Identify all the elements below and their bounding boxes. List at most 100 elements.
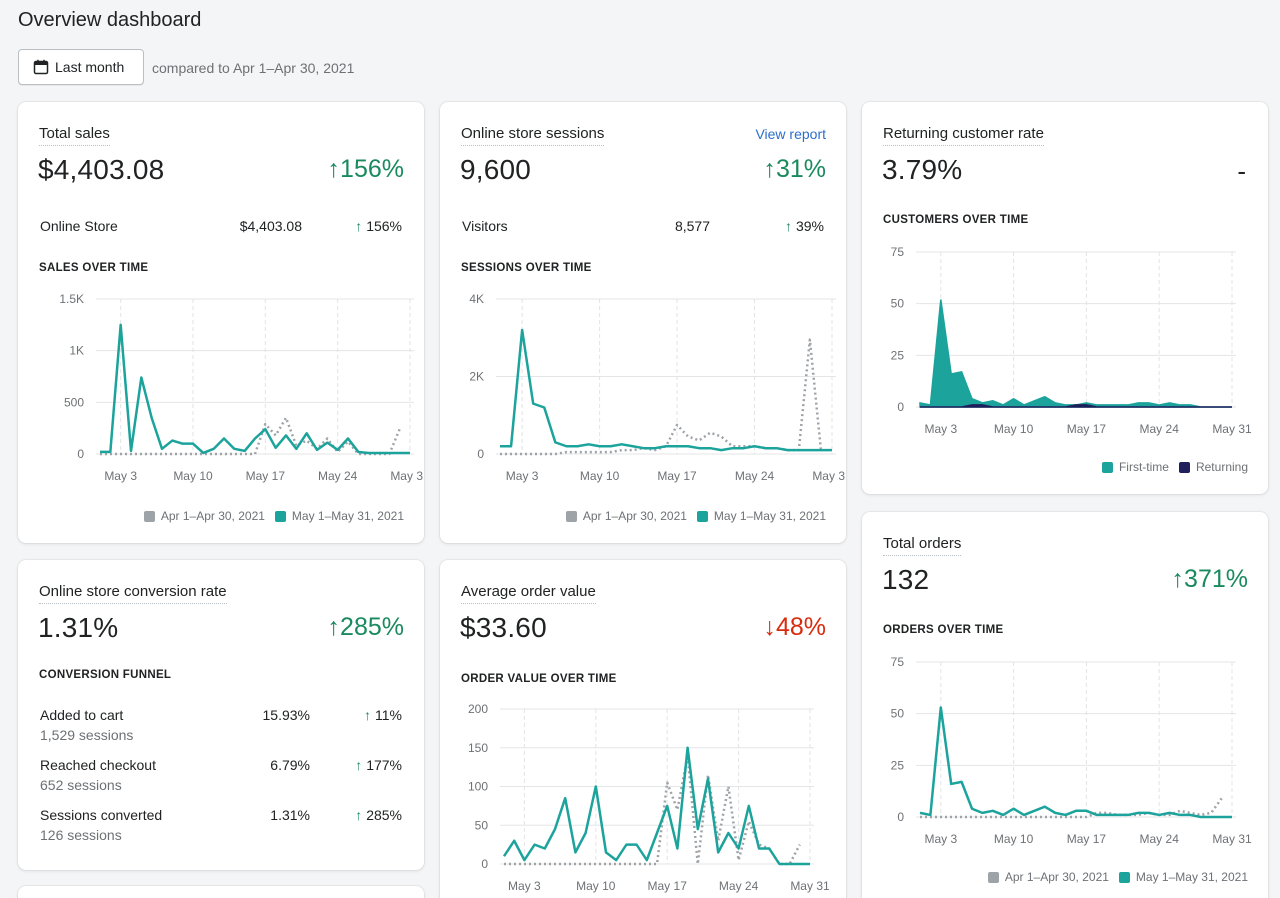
x-tick-label: May 17 bbox=[246, 469, 286, 483]
aov-title[interactable]: Average order value bbox=[461, 583, 596, 604]
line-series-previous bbox=[500, 338, 823, 456]
y-tick-label: 0 bbox=[77, 447, 84, 461]
x-tick-label: May 10 bbox=[994, 832, 1034, 846]
customers-chart: 0 25 50 75 May 3 May 10 May 17 May 24 May 31 bbox=[891, 245, 1252, 436]
date-range-label: Last month bbox=[55, 59, 125, 75]
y-tick-label: 200 bbox=[468, 702, 488, 716]
arrow-up-icon: ↑ bbox=[327, 155, 341, 183]
legend-previous: Apr 1–Apr 30, 2021 bbox=[987, 870, 1109, 884]
line-series-current bbox=[502, 746, 810, 866]
arrow-up-icon: ↑ bbox=[355, 218, 363, 234]
x-tick-label: May 10 bbox=[580, 469, 620, 483]
arrow-up-icon: ↑ bbox=[364, 707, 372, 723]
x-tick-label: May 3 bbox=[508, 879, 541, 893]
sessions-card: Online store sessions View report 9,600 … bbox=[440, 102, 846, 543]
date-range-button[interactable]: Last month bbox=[18, 49, 144, 85]
online-store-change: ↑ 156% bbox=[355, 218, 402, 234]
x-tick-label: May 3 bbox=[924, 422, 957, 436]
visitors-change: ↑ 39% bbox=[784, 218, 824, 234]
total-sales-value: $4,403.08 bbox=[38, 154, 165, 185]
legend-previous: Apr 1–Apr 30, 2021 bbox=[143, 509, 265, 523]
orders-change: ↑371% bbox=[1171, 565, 1248, 593]
conversion-value: 1.31% bbox=[38, 612, 119, 643]
line-series-current bbox=[919, 706, 1232, 819]
legend-previous: Apr 1–Apr 30, 2021 bbox=[565, 509, 687, 523]
x-tick-label: May 24 bbox=[1140, 422, 1180, 436]
sessions-converted-sessions: 126 sessions bbox=[40, 827, 122, 843]
conversion-title[interactable]: Online store conversion rate bbox=[39, 583, 227, 604]
x-tick-label: May 31 bbox=[1212, 832, 1252, 846]
y-tick-label: 500 bbox=[64, 395, 84, 409]
x-tick-label: May 24 bbox=[318, 469, 358, 483]
funnel-title: CONVERSION FUNNEL bbox=[39, 669, 172, 681]
arrow-up-icon: ↑ bbox=[784, 218, 792, 234]
y-tick-label: 1.5K bbox=[59, 292, 84, 306]
x-tick-label: May 10 bbox=[173, 469, 213, 483]
added-to-cart-sessions: 1,529 sessions bbox=[40, 727, 134, 743]
y-tick-label: 50 bbox=[891, 707, 905, 721]
compare-text: compared to Apr 1–Apr 30, 2021 bbox=[152, 60, 355, 76]
x-tick-label: May 3 bbox=[506, 469, 539, 483]
sessions-chart: 0 2K 4K May 3 May 10 May 17 May 24 May 31 bbox=[469, 292, 846, 483]
reached-checkout-label: Reached checkout bbox=[40, 757, 156, 773]
reached-checkout-sessions: 652 sessions bbox=[40, 777, 122, 793]
aov-value: $33.60 bbox=[460, 612, 547, 643]
y-tick-label: 100 bbox=[468, 780, 488, 794]
sessions-converted-value: 1.31% bbox=[270, 807, 310, 823]
total-sales-title[interactable]: Total sales bbox=[39, 125, 110, 146]
aov-card: Average order value $33.60 ↓48% ORDER VA… bbox=[440, 560, 846, 898]
returning-change: - bbox=[1237, 156, 1246, 186]
orders-chart: 0 25 50 75 May 3 May 10 May 17 May 24 May 31 bbox=[891, 655, 1252, 846]
added-to-cart-change: ↑ 11% bbox=[364, 707, 402, 723]
added-to-cart-value: 15.93% bbox=[262, 707, 310, 723]
customers-chart-title: CUSTOMERS OVER TIME bbox=[883, 214, 1029, 226]
legend-returning: Returning bbox=[1178, 460, 1248, 474]
sessions-legend: Apr 1–Apr 30, 2021 May 1–May 31, 2021 bbox=[556, 509, 826, 523]
arrow-up-icon: ↑ bbox=[1171, 565, 1185, 593]
calendar-icon bbox=[33, 59, 49, 75]
sessions-chart-title: SESSIONS OVER TIME bbox=[461, 262, 592, 274]
returning-title[interactable]: Returning customer rate bbox=[883, 125, 1044, 146]
x-tick-label: May 10 bbox=[994, 422, 1034, 436]
y-tick-label: 2K bbox=[469, 370, 484, 384]
legend-current: May 1–May 31, 2021 bbox=[1118, 870, 1248, 884]
arrow-up-icon: ↑ bbox=[355, 807, 363, 823]
x-tick-label: May 24 bbox=[719, 879, 759, 893]
y-tick-label: 0 bbox=[477, 447, 484, 461]
y-tick-label: 25 bbox=[891, 758, 905, 772]
y-tick-label: 50 bbox=[891, 297, 905, 311]
online-store-value: $4,403.08 bbox=[239, 218, 302, 234]
added-to-cart-label: Added to cart bbox=[40, 707, 124, 723]
x-tick-label: May 3 bbox=[924, 832, 957, 846]
orders-value: 132 bbox=[882, 564, 930, 595]
legend-current: May 1–May 31, 2021 bbox=[274, 509, 404, 523]
returning-value: 3.79% bbox=[882, 154, 963, 185]
orders-chart-title: ORDERS OVER TIME bbox=[883, 624, 1004, 636]
next-card bbox=[18, 886, 424, 898]
aov-chart-title: ORDER VALUE OVER TIME bbox=[461, 673, 617, 685]
y-tick-label: 25 bbox=[891, 348, 905, 362]
y-tick-label: 50 bbox=[475, 818, 489, 832]
customers-legend: First-time Returning bbox=[1092, 460, 1248, 474]
y-tick-label: 1K bbox=[69, 344, 84, 358]
y-tick-label: 75 bbox=[891, 245, 905, 259]
y-tick-label: 0 bbox=[897, 810, 904, 824]
total-sales-change: ↑156% bbox=[327, 155, 404, 183]
sessions-title[interactable]: Online store sessions bbox=[461, 125, 605, 146]
x-tick-label: May 31 bbox=[1212, 422, 1252, 436]
arrow-up-icon: ↑ bbox=[355, 757, 363, 773]
view-report-link[interactable]: View report bbox=[755, 126, 826, 142]
x-tick-label: May 17 bbox=[1067, 422, 1107, 436]
x-tick-label: May 31 bbox=[790, 879, 830, 893]
total-sales-card: Total sales $4,403.08 ↑156% Online Store… bbox=[18, 102, 424, 543]
arrow-up-icon: ↑ bbox=[763, 155, 776, 183]
aov-chart: 0 50 100 150 200 May 3 May 10 May 17 May 24 May 3… bbox=[468, 702, 830, 893]
orders-title[interactable]: Total orders bbox=[883, 535, 962, 556]
sales-chart-title: SALES OVER TIME bbox=[39, 262, 149, 274]
y-tick-label: 4K bbox=[469, 292, 484, 306]
reached-checkout-change: ↑ 177% bbox=[355, 757, 402, 773]
reached-checkout-value: 6.79% bbox=[270, 757, 310, 773]
conversion-card: Online store conversion rate 1.31% ↑285%… bbox=[18, 560, 424, 870]
sessions-converted-change: ↑ 285% bbox=[355, 807, 402, 823]
orders-legend: Apr 1–Apr 30, 2021 May 1–May 31, 2021 bbox=[978, 870, 1248, 884]
